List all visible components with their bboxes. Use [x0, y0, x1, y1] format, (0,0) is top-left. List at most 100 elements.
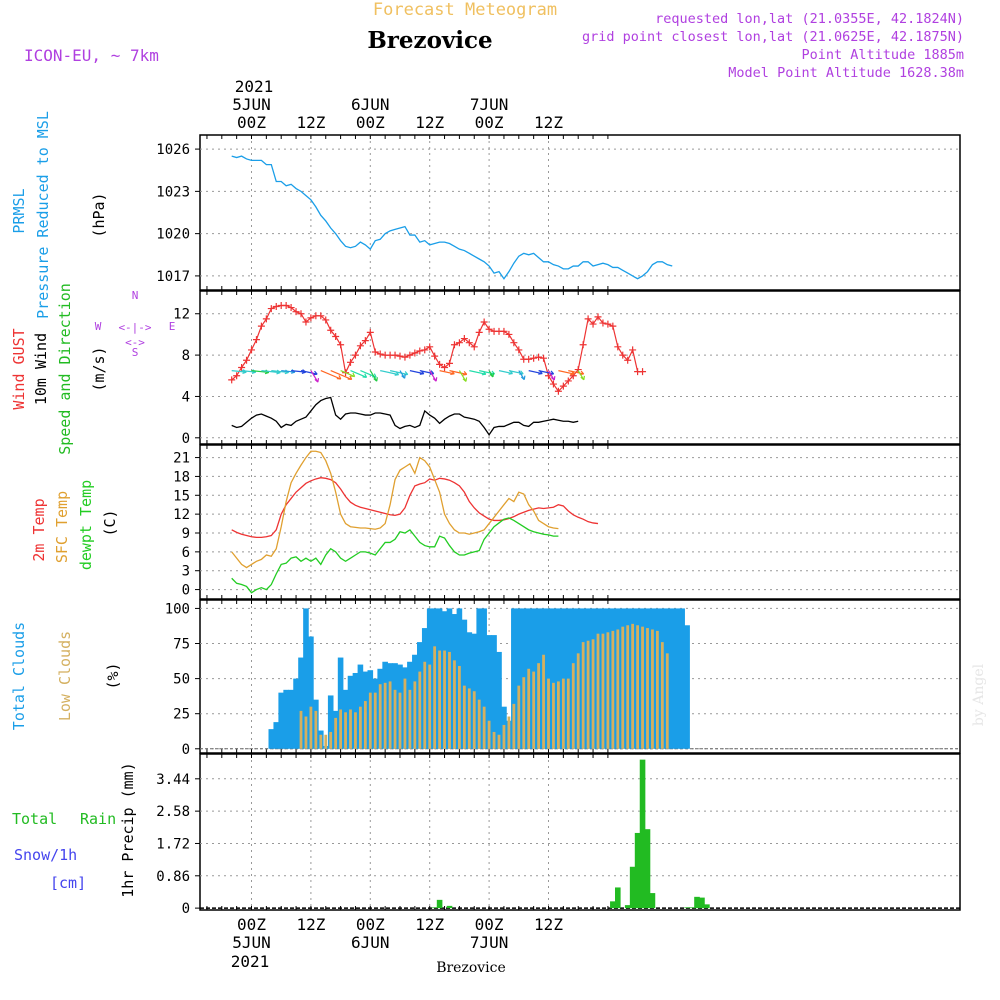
precip-bar	[629, 866, 636, 909]
low-cloud-bar	[636, 625, 639, 749]
wind-arrow-head	[314, 378, 320, 383]
precip-bar	[446, 905, 453, 909]
precip-bar	[615, 887, 621, 909]
model-altitude: Model Point Altitude 1628.38m	[728, 65, 964, 81]
precip-bar	[689, 907, 695, 909]
wind-ylabel-unit: (m/s)	[90, 346, 108, 391]
wind-ylabel-10m: 10m Wind	[32, 333, 50, 405]
y-tick-label: 0	[182, 742, 190, 758]
gust-marker	[436, 360, 444, 368]
total-cloud-bar	[278, 692, 284, 749]
low-cloud-bar	[428, 664, 432, 749]
y-tick-label: 1.72	[156, 836, 190, 852]
wind-ylabel-gust: Wind GUST	[10, 328, 28, 409]
wind-direction-arrow	[449, 370, 467, 375]
temp-ylabel-unit: (C)	[101, 509, 119, 536]
low-cloud-bar	[527, 668, 531, 749]
gust-marker	[361, 337, 369, 345]
low-cloud-bar	[626, 625, 630, 749]
precip-legend-unit: [cm]	[50, 874, 86, 892]
gust-marker	[252, 336, 260, 344]
gust-marker	[510, 339, 518, 347]
gust-marker	[228, 376, 236, 384]
y-tick-label: 1020	[156, 227, 190, 243]
pressure-panel: PRMSL Pressure Reduced to MSL (hPa) 1017…	[10, 111, 961, 319]
compass-cross: <-|->	[118, 321, 151, 334]
y-tick-label: 2.58	[156, 804, 190, 820]
gust-marker	[446, 359, 453, 367]
low-cloud-bar	[314, 710, 318, 749]
gust-marker	[272, 303, 280, 311]
gust-marker	[535, 353, 543, 361]
top-time-label: 00Z	[237, 113, 266, 132]
top-time-label: 12Z	[296, 113, 325, 132]
low-cloud-bar	[507, 716, 511, 749]
low-cloud-bar	[665, 653, 669, 749]
wind-direction-arrow	[261, 370, 281, 374]
low-cloud-bar	[547, 678, 550, 749]
low-cloud-bar	[472, 691, 476, 749]
gust-marker	[594, 313, 602, 321]
wind-direction-arrow	[231, 370, 247, 373]
wind-direction-arrow	[271, 370, 289, 374]
compass-s: S	[132, 346, 139, 359]
low-cloud-bar	[423, 661, 427, 749]
total-cloud-bar	[565, 608, 572, 749]
gust-marker	[431, 352, 439, 360]
compass-w: W	[95, 320, 102, 333]
low-cloud-bar	[433, 646, 437, 749]
watermark: by Angel	[971, 663, 987, 726]
y-tick-label: 50	[173, 672, 190, 688]
low-cloud-bar	[492, 731, 496, 749]
low-cloud-bar	[467, 688, 471, 749]
total-cloud-bar	[461, 619, 468, 749]
gust-marker	[441, 364, 449, 371]
precip-bar	[649, 893, 656, 909]
precip-bar	[436, 899, 443, 909]
point-altitude: Point Altitude 1885m	[801, 47, 964, 63]
y-tick-label: 0	[182, 583, 190, 599]
low-cloud-bar	[378, 684, 382, 749]
low-cloud-bar	[383, 682, 387, 749]
y-tick-label: 8	[182, 348, 190, 364]
gust-marker	[416, 347, 424, 355]
low-cloud-bar	[438, 650, 441, 749]
low-cloud-bar	[512, 703, 516, 749]
gust-marker	[530, 354, 538, 362]
low-cloud-bar	[388, 681, 392, 749]
clouds-ylabel-low: Low Clouds	[56, 631, 74, 721]
bottom-time-label: 12Z	[534, 915, 563, 934]
wind-direction-arrow	[350, 370, 367, 378]
low-cloud-bar	[363, 701, 367, 749]
gust-marker	[322, 316, 330, 324]
low-cloud-bar	[443, 650, 446, 749]
low-cloud-bar	[552, 682, 555, 749]
precip-bar	[684, 907, 690, 909]
gust-marker	[500, 327, 508, 335]
low-cloud-bar	[586, 640, 590, 749]
gust-marker	[460, 335, 468, 343]
wind-direction-arrow	[300, 370, 318, 375]
low-cloud-bar	[477, 699, 481, 749]
total-cloud-bar	[491, 635, 497, 749]
y-tick-label: 75	[173, 637, 190, 653]
top-time-label: 00Z	[475, 113, 504, 132]
low-cloud-bar	[403, 678, 407, 749]
pressure-ylabel-unit: (hPa)	[90, 192, 108, 237]
wind-direction-arrow	[241, 370, 256, 373]
gust-marker	[356, 342, 364, 350]
panel-frame	[199, 753, 961, 911]
gust-marker	[401, 353, 409, 361]
y-tick-label: 12	[173, 507, 190, 523]
y-tick-label: 0	[182, 431, 190, 447]
y-tick-label: 0	[182, 901, 190, 917]
precip-bar	[610, 901, 616, 909]
clouds-panel: Total Clouds Low Clouds (%) 0 25 50 75 100	[10, 599, 961, 758]
precip-bar	[624, 905, 631, 909]
gust-marker	[549, 380, 557, 388]
gust-marker	[584, 315, 592, 323]
low-cloud-bar	[616, 629, 620, 749]
low-cloud-bar	[631, 623, 635, 749]
wind-speed-line	[231, 396, 579, 436]
wind-arrow-head	[373, 377, 378, 382]
